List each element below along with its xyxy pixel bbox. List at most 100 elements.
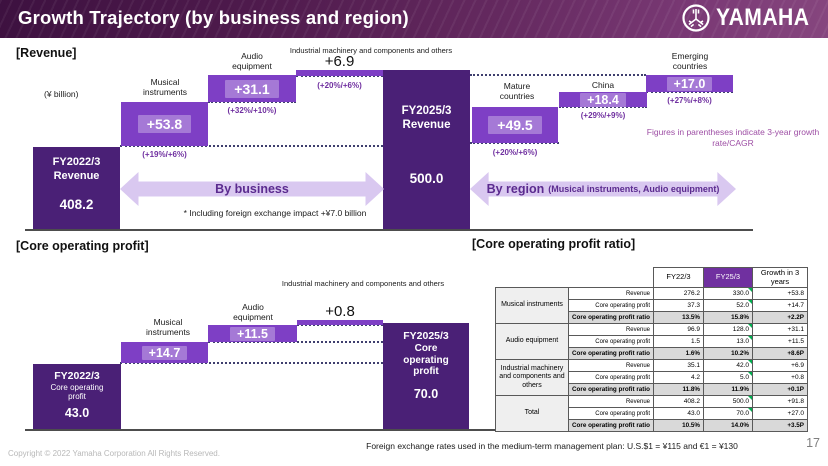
page-number: 17 bbox=[806, 436, 820, 450]
cell-value: 330.0 bbox=[703, 287, 753, 300]
unit-label: (¥ billion) bbox=[44, 89, 79, 99]
by-business-label: By business bbox=[215, 182, 289, 196]
step-growth: (+29%/+9%) bbox=[580, 111, 626, 120]
revenue-step-bar-mature: +49.5 bbox=[472, 107, 558, 143]
col-header-growth: Growth in 3 years bbox=[752, 267, 808, 288]
cell-value: 37.3 bbox=[653, 299, 704, 312]
bar-value: 408.2 bbox=[59, 196, 94, 212]
dotted-connector bbox=[296, 75, 383, 77]
revenue-section-title: [Revenue] bbox=[16, 46, 77, 60]
step-value: +53.8 bbox=[137, 115, 192, 133]
revenue-axis-baseline bbox=[25, 229, 753, 231]
metric-label: Revenue bbox=[568, 287, 654, 300]
profit-start-bar: FY2022/3 Core operating profit 43.0 bbox=[33, 364, 121, 430]
metric-label: Revenue bbox=[568, 395, 654, 408]
table-row: Core operating profit 4.2 5.0 +0.8 bbox=[496, 371, 808, 384]
metric-label: Revenue bbox=[568, 323, 654, 336]
step-value: +31.1 bbox=[225, 79, 279, 98]
bar-label: FY2022/3 Revenue bbox=[52, 156, 101, 182]
metric-label: Core operating profit bbox=[568, 371, 654, 384]
cell-value: 43.0 bbox=[653, 407, 704, 420]
revenue-start-bar: FY2022/3 Revenue 408.2 bbox=[33, 147, 120, 230]
bar-label: FY2022/3 bbox=[54, 370, 100, 382]
table-row: Audio equipment Revenue 96.9 128.0 +31.1 bbox=[495, 323, 808, 360]
bar-value: 43.0 bbox=[64, 405, 90, 420]
profit-axis-baseline bbox=[25, 429, 560, 431]
cell-value: 276.2 bbox=[653, 287, 704, 300]
profit-step-bar-musical: +14.7 bbox=[121, 342, 208, 363]
profit-step-bar-industrial bbox=[297, 320, 383, 325]
bar-value: 500.0 bbox=[409, 170, 444, 186]
bar-value: 70.0 bbox=[413, 386, 439, 401]
step-growth: (+20%/+6%) bbox=[492, 148, 538, 157]
cell-value: +27.0 bbox=[752, 407, 808, 420]
core-operating-profit-ratio-table: FY22/3 FY25/3 Growth in 3 years Musical … bbox=[495, 267, 808, 432]
table-row: Core operating profit ratio 10.5% 14.0% … bbox=[496, 419, 808, 432]
cell-value: 96.9 bbox=[653, 323, 704, 336]
profit-section-title: [Core operating profit] bbox=[16, 239, 149, 253]
cell-value: 1.5 bbox=[653, 335, 704, 348]
cell-value: 408.2 bbox=[653, 395, 704, 408]
dotted-connector bbox=[297, 324, 383, 326]
step-label-emerging-countries: Emerging countries bbox=[671, 51, 709, 71]
metric-label: Core operating profit ratio bbox=[568, 347, 654, 360]
step-label-musical-instruments: Musical instruments bbox=[146, 317, 190, 337]
cell-value: +31.1 bbox=[752, 323, 808, 336]
step-label-industrial: Industrial machinery and components and … bbox=[281, 279, 445, 288]
cagr-note: Figures in parentheses indicate 3-year g… bbox=[646, 127, 820, 148]
cell-value: 10.5% bbox=[653, 419, 704, 432]
page-title: Growth Trajectory (by business and regio… bbox=[18, 7, 409, 28]
cell-value: 14.0% bbox=[703, 419, 753, 432]
fx-rates-note: Foreign exchange rates used in the mediu… bbox=[366, 441, 738, 451]
bar-sublabel: Core operating profit bbox=[403, 343, 449, 378]
metric-label: Core operating profit ratio bbox=[568, 419, 654, 432]
dotted-connector bbox=[470, 74, 646, 76]
group-label: Industrial machinery and components and … bbox=[495, 359, 569, 396]
table-row: Core operating profit ratio 11.8% 11.9% … bbox=[496, 383, 808, 396]
profit-end-bar: FY2025/3 Core operating profit 70.0 bbox=[383, 323, 469, 430]
cell-value: +6.9 bbox=[752, 359, 808, 372]
dotted-connector bbox=[208, 101, 296, 103]
step-value: +17.0 bbox=[666, 76, 713, 91]
cell-value: 13.5% bbox=[653, 311, 704, 324]
cell-value: +2.2P bbox=[752, 311, 808, 324]
cell-value: +3.5P bbox=[752, 419, 808, 432]
cell-value: 1.6% bbox=[653, 347, 704, 360]
bar-label: FY2025/3 Revenue bbox=[401, 105, 452, 132]
by-region-label: By region bbox=[486, 182, 545, 196]
table-row: Core operating profit 43.0 70.0 +27.0 bbox=[496, 407, 808, 420]
cell-value: 70.0 bbox=[703, 407, 753, 420]
yamaha-tuning-forks-icon bbox=[681, 3, 711, 33]
metric-label: Core operating profit ratio bbox=[568, 311, 654, 324]
step-label-industrial: Industrial machinery and components and … bbox=[289, 46, 453, 55]
cell-value: 11.9% bbox=[703, 383, 753, 396]
ratio-section-title: [Core operating profit ratio] bbox=[472, 237, 636, 251]
group-label: Audio equipment bbox=[495, 323, 569, 360]
step-value-industrial: +6.9 bbox=[324, 53, 355, 70]
cell-value: +0.1P bbox=[752, 383, 808, 396]
fx-impact-note: * Including foreign exchange impact +¥7.… bbox=[183, 208, 367, 218]
table-row: Industrial machinery and components and … bbox=[495, 359, 808, 396]
cell-value: 4.2 bbox=[653, 371, 704, 384]
cell-value: +91.8 bbox=[752, 395, 808, 408]
cell-value: 35.1 bbox=[653, 359, 704, 372]
dotted-connector bbox=[208, 341, 383, 343]
cell-value: 15.8% bbox=[703, 311, 753, 324]
table-header-row: FY22/3 FY25/3 Growth in 3 years bbox=[496, 267, 808, 288]
step-growth: (+20%/+6%) bbox=[317, 81, 362, 90]
step-label-china: China bbox=[591, 80, 615, 90]
header-spacer bbox=[496, 268, 654, 288]
step-value: +14.7 bbox=[141, 345, 188, 360]
step-value-industrial: +0.8 bbox=[325, 303, 355, 320]
table-row: Total Revenue 408.2 500.0 +91.8 bbox=[495, 395, 808, 432]
step-value: +49.5 bbox=[488, 116, 542, 134]
bar-label: FY2025/3 bbox=[403, 330, 449, 342]
step-label-audio-equipment: Audio equipment bbox=[232, 51, 272, 71]
cell-value: 13.0 bbox=[703, 335, 753, 348]
cell-value: 11.8% bbox=[653, 383, 704, 396]
bar-sublabel: Core operating profit bbox=[50, 383, 104, 402]
cell-value: 500.0 bbox=[703, 395, 753, 408]
table-row: Core operating profit 1.5 13.0 +11.5 bbox=[496, 335, 808, 348]
by-business-arrow: By business bbox=[120, 172, 384, 206]
